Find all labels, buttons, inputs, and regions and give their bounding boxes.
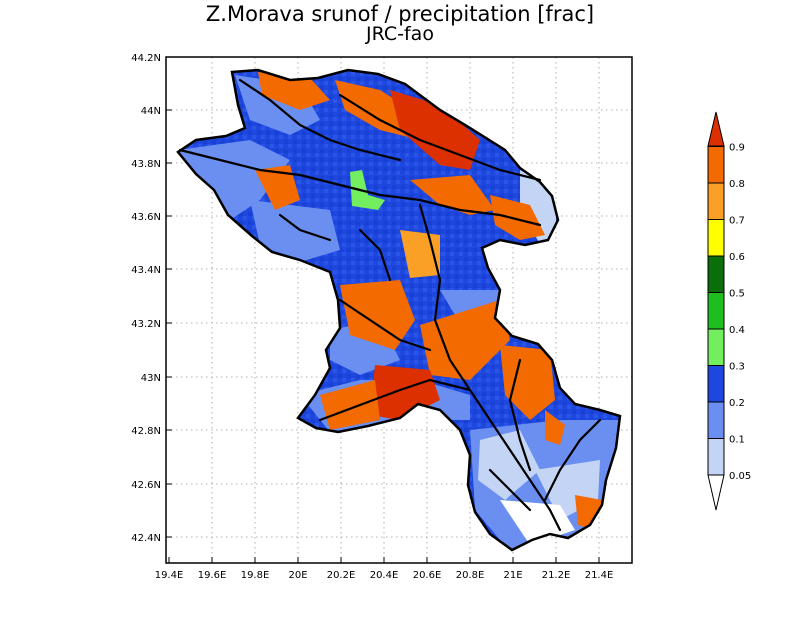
lon-tick-label: 19.8E — [241, 570, 270, 581]
colorbar-label: 0.5 — [729, 289, 745, 300]
colorbar-segment — [707, 255, 725, 293]
colorbar-segment — [707, 401, 725, 439]
lon-tick-label: 19.4E — [155, 570, 184, 581]
colorbar: 0.05 0.1 0.2 0.3 0.4 0.5 0.6 0.7 0.8 0.9 — [707, 111, 751, 511]
colorbar-label: 0.4 — [729, 325, 745, 336]
colorbar-segment — [707, 328, 725, 366]
plot-frame — [165, 56, 633, 564]
colorbar-segment — [707, 292, 725, 330]
latitude-axis: 44.2N 44N 43.8N 43.6N 43.4N 43.2N 43N 42.8N 42.6… — [131, 53, 172, 544]
lat-tick-label: 42.8N — [131, 426, 161, 437]
longitude-axis: 19.4E 19.6E 19.8E 20E 20.2E 20.4E 20.6E 20.8E 21… — [155, 557, 614, 581]
lon-tick-label: 19.6E — [198, 570, 227, 581]
lon-tick-label: 20E — [288, 570, 307, 581]
lat-tick-label: 43.6N — [131, 212, 161, 223]
colorbar-segment — [707, 146, 725, 184]
lat-tick-label: 44N — [141, 106, 161, 117]
colorbar-segment — [707, 182, 725, 220]
colorbar-label: 0.1 — [729, 435, 745, 446]
colorbar-label: 0.9 — [729, 143, 745, 154]
lon-tick-label: 21.4E — [585, 570, 614, 581]
colorbar-segment — [707, 438, 725, 476]
colorbar-upper-triangle — [707, 111, 725, 147]
map-subtitle: JRC-fao — [366, 23, 434, 45]
lat-tick-label: 42.4N — [131, 533, 161, 544]
lat-tick-label: 42.6N — [131, 480, 161, 491]
lat-tick-label: 43.8N — [131, 159, 161, 170]
basin-boundary — [176, 68, 622, 552]
lon-tick-label: 20.6E — [413, 570, 442, 581]
lat-tick-label: 43.2N — [131, 319, 161, 330]
lon-tick-label: 20.4E — [370, 570, 399, 581]
lon-tick-label: 20.2E — [327, 570, 356, 581]
colorbar-label: 0.7 — [729, 216, 745, 227]
colorbar-label: 0.2 — [729, 398, 745, 409]
colorbar-label: 0.05 — [729, 471, 751, 482]
colorbar-segment — [707, 365, 725, 403]
lon-tick-label: 20.8E — [456, 570, 485, 581]
lat-tick-label: 43N — [141, 373, 161, 384]
colorbar-segment — [707, 219, 725, 257]
lat-tick-label: 43.4N — [131, 265, 161, 276]
colorbar-label: 0.6 — [729, 252, 745, 263]
lon-tick-label: 21.2E — [542, 570, 571, 581]
colorbar-lower-triangle — [707, 474, 725, 511]
colorbar-label: 0.3 — [729, 362, 745, 373]
colorbar-label: 0.8 — [729, 179, 745, 190]
lat-tick-label: 44.2N — [131, 53, 161, 64]
river-network — [178, 78, 602, 532]
lon-tick-label: 21E — [503, 570, 522, 581]
map-title: Z.Morava srunof / precipitation [frac] — [205, 2, 595, 26]
